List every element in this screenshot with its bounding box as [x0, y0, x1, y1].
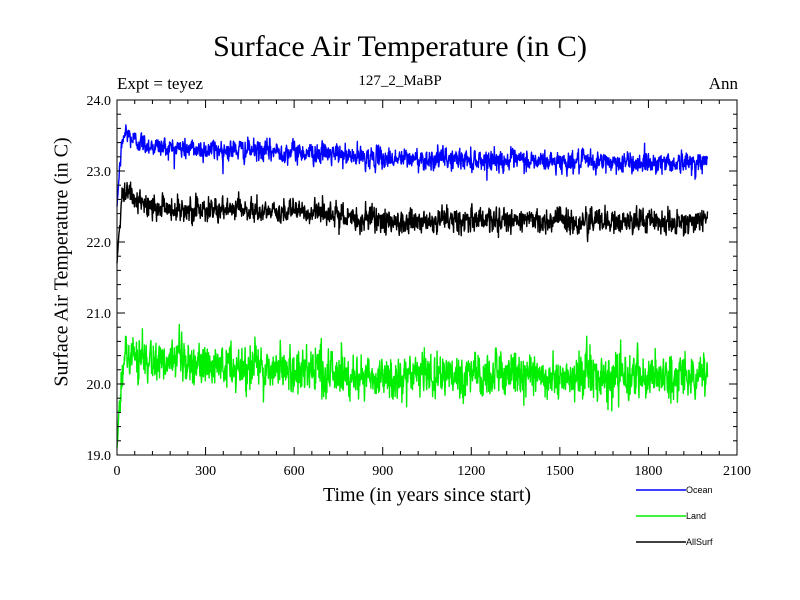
- legend-label-land: Land: [686, 511, 706, 521]
- x-tick-label: 2100: [723, 464, 751, 479]
- series-line-ocean: [116, 124, 709, 207]
- x-tick-label: 900: [372, 464, 393, 479]
- season-label: Ann: [708, 74, 738, 93]
- plot-frame: [116, 99, 738, 456]
- y-tick-label: 23.0: [87, 165, 112, 180]
- chart-subtitle: 127_2_MaBP: [358, 73, 442, 89]
- legend-label-ocean: Ocean: [686, 485, 713, 495]
- x-tick-label: 300: [195, 464, 216, 479]
- ticks-layer: 0 300 600 900 1200 1500 1800 2100 19.0 20.0 21.0 22…: [87, 94, 752, 479]
- x-tick-label: 600: [284, 464, 305, 479]
- x-tick-label: 1200: [457, 464, 485, 479]
- chart-title: Surface Air Temperature (in C): [213, 30, 587, 63]
- series-layer: [116, 124, 709, 448]
- series-line-land: [116, 323, 709, 448]
- y-tick-label: 24.0: [87, 94, 112, 109]
- legend: Ocean Land AllSurf: [636, 485, 713, 547]
- x-tick-label: 0: [114, 464, 121, 479]
- legend-label-allsurf: AllSurf: [686, 537, 713, 547]
- x-tick-label: 1800: [634, 464, 662, 479]
- x-axis-label: Time (in years since start): [322, 484, 532, 506]
- y-tick-label: 19.0: [87, 449, 112, 464]
- expt-label: Expt = teyez: [117, 74, 204, 93]
- y-tick-label: 22.0: [87, 236, 112, 251]
- x-tick-label: 1500: [546, 464, 574, 479]
- series-line-allsurf: [116, 181, 709, 264]
- y-tick-label: 21.0: [87, 307, 112, 322]
- y-tick-label: 20.0: [87, 378, 112, 393]
